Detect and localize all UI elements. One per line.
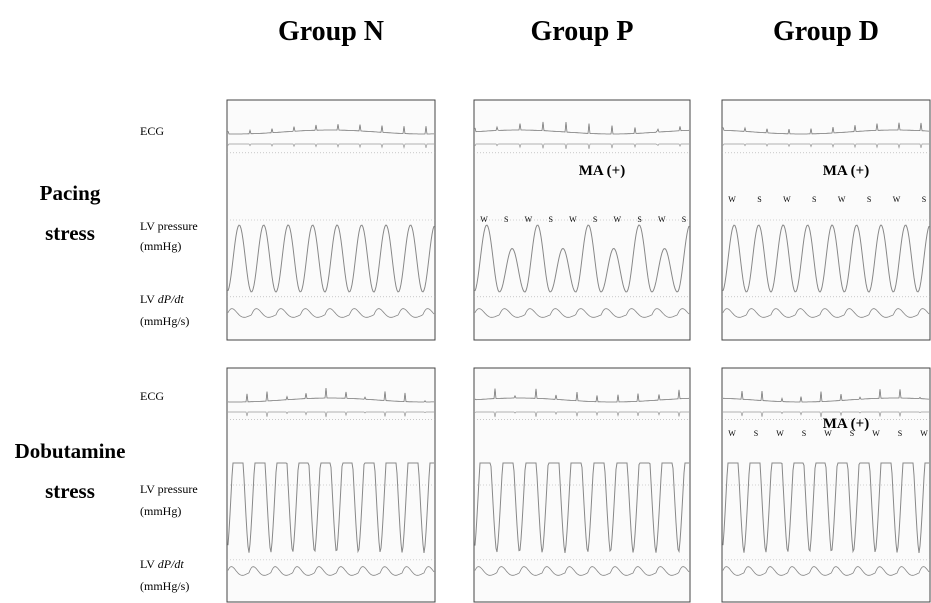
panel: [226, 99, 436, 341]
ws-label: W: [838, 195, 846, 204]
ecg-trace: [227, 387, 434, 403]
lv-pressure-trace: [227, 224, 435, 293]
column-header: Group N: [278, 16, 384, 47]
trace-label: (mmHg/s): [140, 579, 189, 593]
trace-label: LV pressure: [140, 482, 198, 496]
panel: [226, 367, 436, 603]
ws-label: S: [548, 215, 552, 224]
trace-label: (mmHg): [140, 239, 181, 253]
ws-label: S: [867, 195, 871, 204]
ws-label: W: [480, 215, 488, 224]
ws-label: S: [593, 215, 597, 224]
trace-label-prefix: LV: [140, 292, 155, 306]
trace-label-prefix: LV: [140, 557, 155, 571]
dpdt-trace: [722, 566, 930, 576]
ws-label: S: [504, 215, 508, 224]
ecg-trace: [723, 411, 929, 418]
ws-label: W: [872, 429, 880, 438]
trace-label: ECG: [140, 124, 164, 138]
ws-label: W: [658, 215, 666, 224]
ws-label: S: [754, 429, 758, 438]
trace-label: LV dP/dt: [140, 557, 184, 571]
ws-label: W: [525, 215, 533, 224]
lv-pressure-trace: [227, 462, 434, 554]
ecg-trace: [474, 121, 690, 135]
ecg-trace: [722, 143, 929, 150]
ecg-trace: [227, 124, 434, 135]
annotation: MA (+): [579, 163, 625, 179]
ws-label: S: [898, 429, 902, 438]
trace-label: ECG: [140, 389, 164, 403]
annotation: MA (+): [823, 416, 869, 432]
ws-label: W: [569, 215, 577, 224]
row-label: Dobutamine: [15, 439, 126, 463]
dpdt-trace: [722, 308, 930, 318]
ecg-trace: [474, 388, 690, 403]
ws-label: W: [728, 429, 736, 438]
ws-label: W: [783, 195, 791, 204]
trace-label: LV dP/dt: [140, 292, 184, 306]
ecg-trace: [723, 389, 929, 403]
ws-label: S: [812, 195, 816, 204]
column-header: Group D: [773, 16, 879, 47]
ws-label: S: [850, 429, 854, 438]
trace-label-italic: dP/dt: [158, 292, 185, 306]
ecg-trace: [474, 143, 689, 149]
row-label: stress: [45, 221, 95, 245]
trace-label-italic: dP/dt: [158, 557, 185, 571]
lv-pressure-trace: [722, 462, 929, 554]
row-label: Pacing: [40, 181, 101, 205]
trace-label: LV pressure: [140, 219, 198, 233]
dpdt-trace: [227, 566, 435, 576]
ws-label: W: [728, 195, 736, 204]
trace-label: (mmHg/s): [140, 314, 189, 328]
ws-label: W: [893, 195, 901, 204]
lv-pressure-trace: [474, 224, 690, 293]
ws-label: S: [802, 429, 806, 438]
lv-pressure-trace: [722, 224, 930, 293]
ws-label: S: [682, 215, 686, 224]
ws-label: S: [922, 195, 926, 204]
dpdt-trace: [474, 566, 690, 576]
ws-label: S: [757, 195, 761, 204]
ws-label: W: [614, 215, 622, 224]
trace-label: (mmHg): [140, 504, 181, 518]
row-label: stress: [45, 479, 95, 503]
ecg-trace: [227, 143, 434, 150]
ws-label: W: [824, 429, 832, 438]
panel: [721, 99, 931, 341]
dpdt-trace: [474, 308, 690, 318]
ecg-trace: [228, 411, 434, 418]
lv-pressure-trace: [474, 462, 689, 554]
ws-label: S: [637, 215, 641, 224]
annotation: MA (+): [823, 163, 869, 179]
ecg-trace: [474, 411, 689, 418]
ecg-trace: [722, 122, 929, 135]
ws-label: W: [920, 429, 928, 438]
column-header: Group P: [531, 16, 634, 47]
ws-label: W: [776, 429, 784, 438]
panel: [721, 367, 931, 603]
dpdt-trace: [227, 308, 435, 318]
